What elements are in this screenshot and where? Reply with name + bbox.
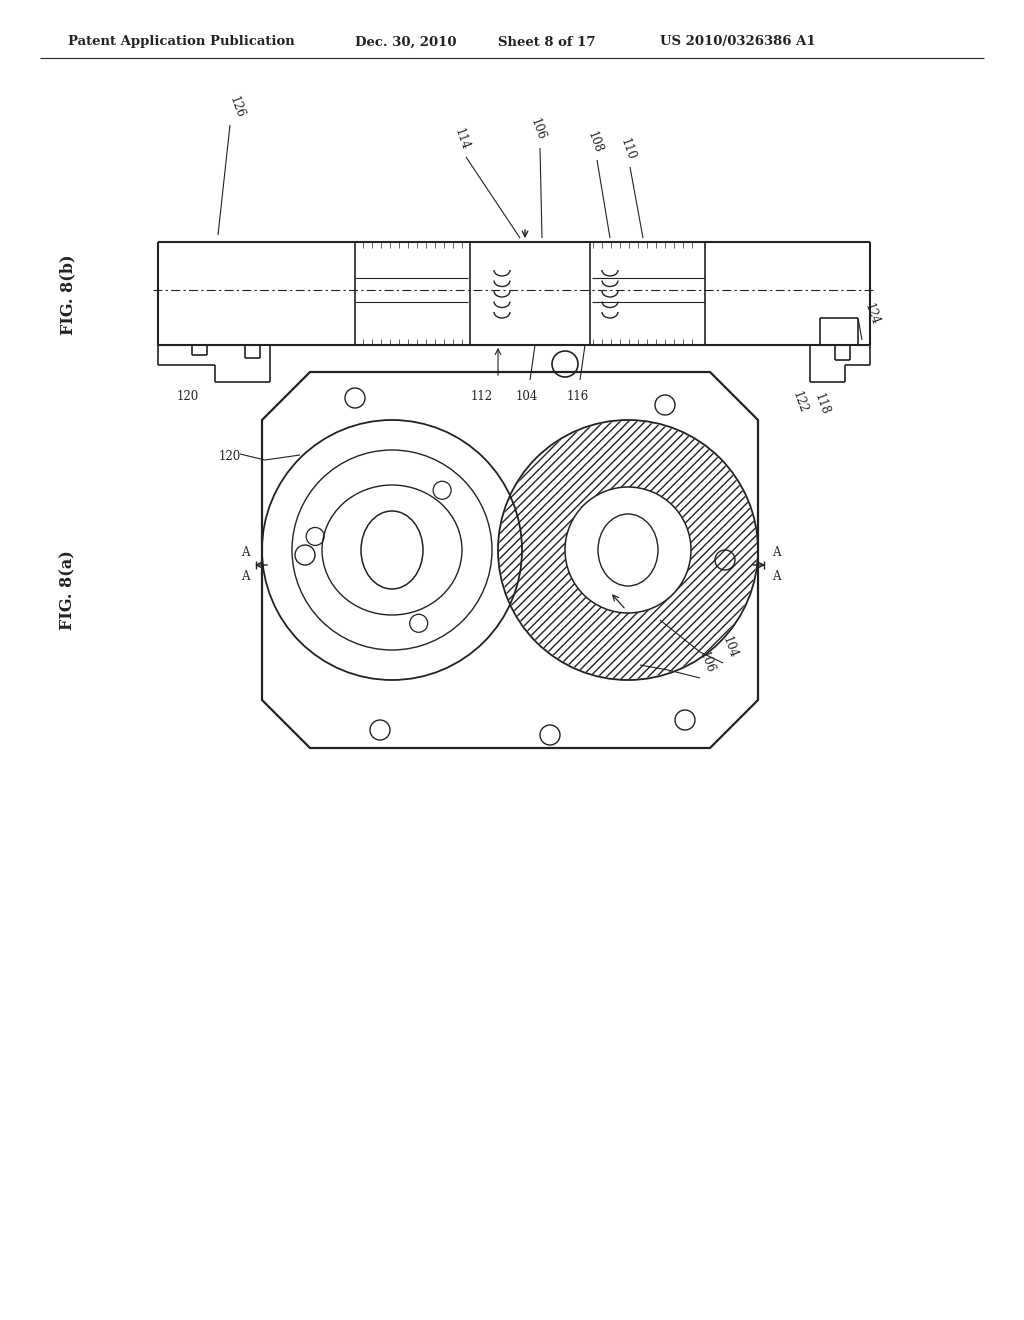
Text: 122: 122 xyxy=(791,389,810,416)
Text: 104: 104 xyxy=(720,635,740,660)
Text: 108: 108 xyxy=(585,129,605,154)
Text: Patent Application Publication: Patent Application Publication xyxy=(68,36,295,49)
Text: 120: 120 xyxy=(177,389,199,403)
Text: A: A xyxy=(772,546,780,560)
Text: US 2010/0326386 A1: US 2010/0326386 A1 xyxy=(660,36,816,49)
Text: A: A xyxy=(242,570,250,583)
Text: 126: 126 xyxy=(227,95,247,120)
Text: 118: 118 xyxy=(812,392,831,417)
Text: A: A xyxy=(772,570,780,583)
Text: FIG. 8(b): FIG. 8(b) xyxy=(59,255,77,335)
Text: 110: 110 xyxy=(618,137,638,162)
Text: 124: 124 xyxy=(862,301,882,326)
Text: 116: 116 xyxy=(567,389,589,403)
Text: 104: 104 xyxy=(516,389,539,403)
Text: 120: 120 xyxy=(219,450,241,463)
Text: A: A xyxy=(242,546,250,560)
Circle shape xyxy=(565,487,691,612)
Text: 106: 106 xyxy=(697,649,717,675)
Text: 114: 114 xyxy=(452,127,472,152)
Text: 106: 106 xyxy=(528,116,548,143)
Text: Sheet 8 of 17: Sheet 8 of 17 xyxy=(498,36,596,49)
Text: FIG. 8(a): FIG. 8(a) xyxy=(59,550,77,630)
Text: 112: 112 xyxy=(471,389,494,403)
Text: Dec. 30, 2010: Dec. 30, 2010 xyxy=(355,36,457,49)
